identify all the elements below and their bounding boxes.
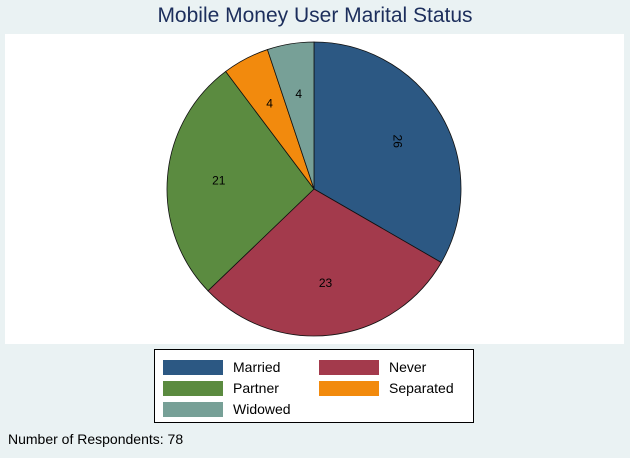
legend-label-never: Never [389,359,427,375]
legend-label-widowed: Widowed [233,401,291,417]
pie-slice-married [313,41,462,264]
respondents-note: Number of Respondents: 78 [8,431,184,447]
legend-item-separated: Separated [319,378,454,398]
pie-chart: 26 23 21 4 4 [166,41,462,337]
pie-slice-never [207,188,442,337]
legend-label-married: Married [233,359,281,375]
legend-item-married: Married [163,357,280,377]
pie-label-married: 26 [391,135,405,149]
pie-label-widowed: 4 [295,87,302,101]
chart-title: Mobile Money User Marital Status [157,4,473,27]
legend-label-separated: Separated [389,380,454,396]
pie-label-partner: 21 [212,173,226,187]
pie-slice-widowed [266,41,315,190]
legend-swatch-partner [163,380,223,396]
legend-swatch-widowed [163,401,223,417]
pie-label-separated: 4 [266,97,273,111]
legend-item-partner: Partner [163,378,279,398]
legend: Married Never Partner Separated Widowed [154,349,474,423]
pie-label-never: 23 [319,276,333,290]
legend-item-never: Never [319,357,426,377]
plot-area: 26 23 21 4 4 [5,34,624,344]
legend-item-widowed: Widowed [163,399,291,419]
legend-swatch-separated [319,380,379,396]
pie-slice-partner [166,70,315,292]
legend-label-partner: Partner [233,380,279,396]
legend-swatch-married [163,359,223,375]
legend-swatch-never [319,359,379,375]
